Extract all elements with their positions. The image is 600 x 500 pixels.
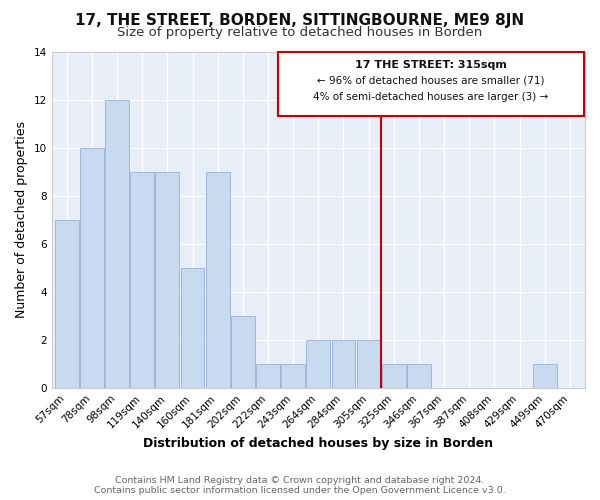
- Bar: [206, 172, 230, 388]
- Y-axis label: Number of detached properties: Number of detached properties: [15, 122, 28, 318]
- Bar: [231, 316, 255, 388]
- Bar: [533, 364, 557, 388]
- Bar: [155, 172, 179, 388]
- Bar: [130, 172, 154, 388]
- Text: Contains HM Land Registry data © Crown copyright and database right 2024.: Contains HM Land Registry data © Crown c…: [115, 476, 485, 485]
- Bar: [307, 340, 330, 388]
- Bar: [332, 340, 355, 388]
- Text: ← 96% of detached houses are smaller (71): ← 96% of detached houses are smaller (71…: [317, 76, 545, 86]
- Text: Size of property relative to detached houses in Borden: Size of property relative to detached ho…: [118, 26, 482, 39]
- Bar: [80, 148, 104, 388]
- Bar: [356, 340, 380, 388]
- Bar: [256, 364, 280, 388]
- Text: 17 THE STREET: 315sqm: 17 THE STREET: 315sqm: [355, 60, 507, 70]
- Bar: [55, 220, 79, 388]
- Bar: [105, 100, 129, 389]
- Bar: [281, 364, 305, 388]
- X-axis label: Distribution of detached houses by size in Borden: Distribution of detached houses by size …: [143, 437, 493, 450]
- Bar: [407, 364, 431, 388]
- Bar: [382, 364, 406, 388]
- Text: 17, THE STREET, BORDEN, SITTINGBOURNE, ME9 8JN: 17, THE STREET, BORDEN, SITTINGBOURNE, M…: [76, 12, 524, 28]
- Text: 4% of semi-detached houses are larger (3) →: 4% of semi-detached houses are larger (3…: [313, 92, 548, 102]
- Text: Contains public sector information licensed under the Open Government Licence v3: Contains public sector information licen…: [94, 486, 506, 495]
- FancyBboxPatch shape: [278, 52, 584, 116]
- Bar: [181, 268, 205, 388]
